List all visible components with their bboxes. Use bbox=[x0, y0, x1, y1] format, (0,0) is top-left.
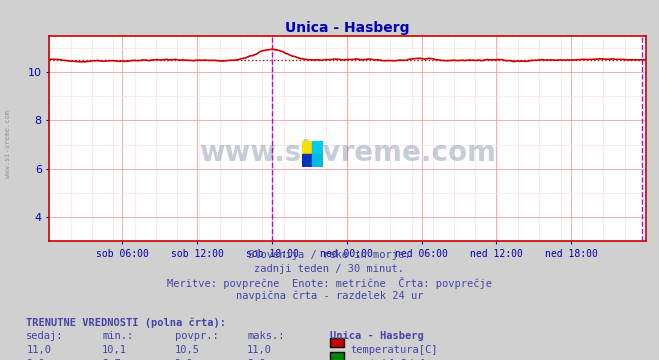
Text: sedaj:: sedaj: bbox=[26, 331, 64, 341]
Text: 10,1: 10,1 bbox=[102, 345, 127, 355]
Text: 10,5: 10,5 bbox=[175, 345, 200, 355]
Text: TRENUTNE VREDNOSTI (polna črta):: TRENUTNE VREDNOSTI (polna črta): bbox=[26, 318, 226, 328]
Text: min.:: min.: bbox=[102, 331, 133, 341]
Bar bbox=[302, 141, 312, 154]
Bar bbox=[312, 154, 323, 167]
Text: 11,0: 11,0 bbox=[247, 345, 272, 355]
Text: www.si-vreme.com: www.si-vreme.com bbox=[199, 139, 496, 167]
Title: Unica - Hasberg: Unica - Hasberg bbox=[285, 21, 410, 35]
Text: Unica - Hasberg: Unica - Hasberg bbox=[330, 331, 423, 341]
Text: temperatura[C]: temperatura[C] bbox=[351, 345, 438, 355]
Text: povpr.:: povpr.: bbox=[175, 331, 218, 341]
Text: Slovenija / reke in morje.: Slovenija / reke in morje. bbox=[248, 250, 411, 260]
Text: Meritve: povprečne  Enote: metrične  Črta: povprečje: Meritve: povprečne Enote: metrične Črta:… bbox=[167, 277, 492, 289]
Text: pretok[m3/s]: pretok[m3/s] bbox=[351, 359, 426, 360]
Bar bbox=[312, 141, 323, 154]
Text: 2,9: 2,9 bbox=[175, 359, 193, 360]
Text: 2,9: 2,9 bbox=[26, 359, 45, 360]
Text: 11,0: 11,0 bbox=[26, 345, 51, 355]
Text: 2,7: 2,7 bbox=[102, 359, 121, 360]
Text: zadnji teden / 30 minut.: zadnji teden / 30 minut. bbox=[254, 264, 405, 274]
Text: navpična črta - razdelek 24 ur: navpična črta - razdelek 24 ur bbox=[236, 290, 423, 301]
Text: www.si-vreme.com: www.si-vreme.com bbox=[5, 110, 11, 178]
Text: 2,9: 2,9 bbox=[247, 359, 266, 360]
Bar bbox=[302, 154, 312, 167]
Text: maks.:: maks.: bbox=[247, 331, 285, 341]
